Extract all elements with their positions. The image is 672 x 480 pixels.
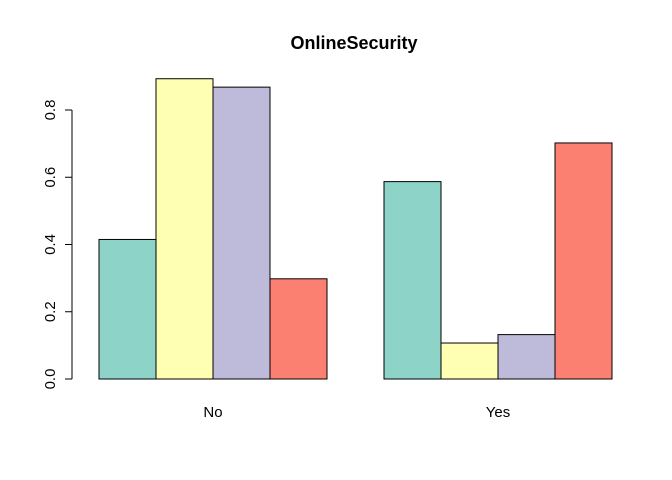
bar	[98, 238, 157, 380]
bar	[155, 78, 214, 380]
bar	[440, 342, 499, 380]
bar	[383, 181, 442, 380]
bar	[497, 334, 556, 380]
chart-title: OnlineSecurity	[290, 33, 417, 53]
x-category-label: Yes	[486, 404, 510, 421]
y-tick-label: 0.0	[42, 369, 59, 390]
y-axis-ticks: 0.0 0.2 0.4 0.6 0.8	[42, 100, 72, 390]
y-tick-label: 0.4	[42, 234, 59, 255]
bar	[554, 142, 613, 380]
y-tick-label: 0.8	[42, 100, 59, 121]
bars-group	[98, 78, 613, 380]
bar	[212, 86, 271, 380]
y-tick-label: 0.6	[42, 167, 59, 188]
y-tick-label: 0.2	[42, 301, 59, 322]
x-category-label: No	[203, 404, 222, 421]
bar	[269, 278, 328, 380]
x-axis-labels: No Yes	[203, 404, 510, 421]
